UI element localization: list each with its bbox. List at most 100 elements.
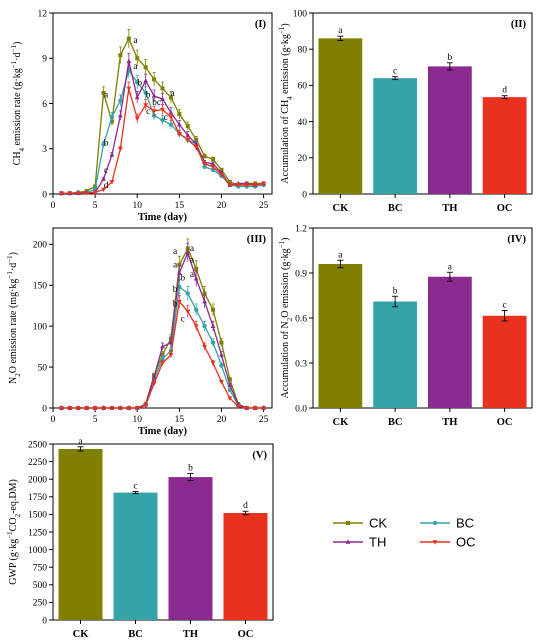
x-tick-label: 15	[175, 201, 185, 211]
significance-letter: a	[338, 250, 343, 260]
data-point	[160, 96, 165, 101]
x-tick-label: 10	[132, 201, 142, 211]
y-tick-label: 100	[293, 9, 308, 19]
legend-item-th: TH	[333, 535, 386, 550]
y-tick-label: 2250	[28, 458, 47, 468]
data-point	[160, 86, 165, 91]
data-point	[117, 406, 123, 411]
y-tick-label: 0.0	[295, 404, 307, 414]
bar-oc	[223, 512, 268, 620]
data-point	[210, 323, 216, 328]
significance-letter: a	[448, 262, 453, 272]
data-point	[185, 249, 191, 255]
y-tick-label: 0	[42, 404, 47, 414]
y-tick-label: 20	[298, 154, 308, 164]
data-point	[109, 114, 115, 120]
data-point	[117, 112, 123, 118]
data-point	[176, 299, 182, 305]
data-point	[135, 80, 140, 85]
data-point	[193, 141, 199, 147]
data-point	[160, 107, 165, 113]
data-point	[235, 183, 241, 188]
data-point	[118, 53, 123, 58]
x-tick-label: 20	[217, 415, 227, 425]
category-label: OC	[238, 629, 254, 640]
data-point	[194, 266, 199, 271]
data-point	[101, 90, 106, 95]
data-point	[126, 86, 132, 92]
significance-letter: a	[338, 26, 343, 36]
data-point	[185, 291, 190, 296]
y-axis-label: Accumulation of N2O emission (g·kg−1)	[278, 238, 294, 399]
data-point	[177, 112, 182, 117]
y-tick-label: 2000	[28, 476, 47, 486]
y-axis-label: N2O emission rate (mg·kg−1·d−1)	[6, 252, 22, 384]
y-tick-label: 0	[42, 190, 47, 200]
panel-label: (I)	[255, 19, 267, 30]
data-point	[135, 56, 140, 61]
y-tick-label: 1.2	[295, 224, 307, 234]
data-point	[101, 176, 106, 181]
x-tick-label: 15	[175, 415, 185, 425]
data-point	[143, 403, 149, 409]
data-point	[168, 122, 174, 127]
significance-letter: bc	[152, 98, 161, 108]
chart-panel-2: 0 20 40 60 80 100 Accumulation of CH4 emission…	[278, 9, 533, 214]
data-point	[152, 77, 157, 82]
y-axis-label: GWP (g·kg−1CO2-eq.DM)	[6, 479, 22, 585]
data-point	[134, 94, 140, 100]
bar-bc	[373, 78, 418, 194]
bar-bc	[373, 301, 418, 408]
x-axis-label: Time (day)	[138, 212, 188, 223]
data-point	[432, 520, 438, 526]
data-point	[59, 406, 64, 411]
data-point	[176, 122, 182, 127]
y-tick-label: 0.3	[295, 359, 307, 369]
data-point	[219, 352, 224, 357]
x-tick-label: 5	[93, 201, 98, 211]
data-point	[126, 36, 131, 41]
data-point	[244, 406, 250, 411]
data-point	[202, 162, 208, 167]
legend-item-ck: CK	[333, 516, 387, 531]
y-tick-label: 250	[33, 599, 48, 609]
data-point	[210, 161, 216, 166]
y-tick-label: 80	[298, 46, 308, 56]
significance-letter: a	[78, 437, 83, 447]
data-point	[84, 406, 90, 411]
data-point	[160, 117, 165, 123]
data-point	[109, 180, 115, 185]
panel-label: (II)	[511, 19, 527, 30]
data-point	[210, 165, 216, 170]
series-oc	[59, 294, 266, 411]
data-point	[261, 406, 266, 411]
data-point	[151, 381, 157, 387]
category-label: TH	[442, 417, 457, 428]
x-tick-label: 0	[51, 415, 56, 425]
data-point	[235, 404, 241, 409]
significance-letter: a	[133, 36, 138, 46]
y-tick-label: 1500	[28, 511, 47, 521]
y-tick-label: 12	[38, 9, 48, 19]
data-point	[193, 324, 199, 329]
data-point	[252, 183, 258, 188]
data-point	[126, 406, 132, 411]
y-tick-label: 1750	[28, 493, 47, 503]
legend-label: BC	[456, 516, 474, 531]
data-point	[227, 179, 232, 184]
series-line	[61, 250, 264, 409]
category-label: OC	[497, 417, 513, 428]
legend-item-bc: BC	[420, 516, 474, 531]
series-oc	[59, 81, 266, 196]
data-point	[101, 406, 106, 411]
data-point	[143, 103, 149, 108]
significance-letter: d	[502, 86, 507, 96]
bar-ck	[318, 264, 363, 408]
significance-letter: a	[173, 247, 178, 257]
bar-th	[168, 477, 213, 620]
data-point	[202, 291, 207, 296]
data-point	[210, 167, 216, 173]
